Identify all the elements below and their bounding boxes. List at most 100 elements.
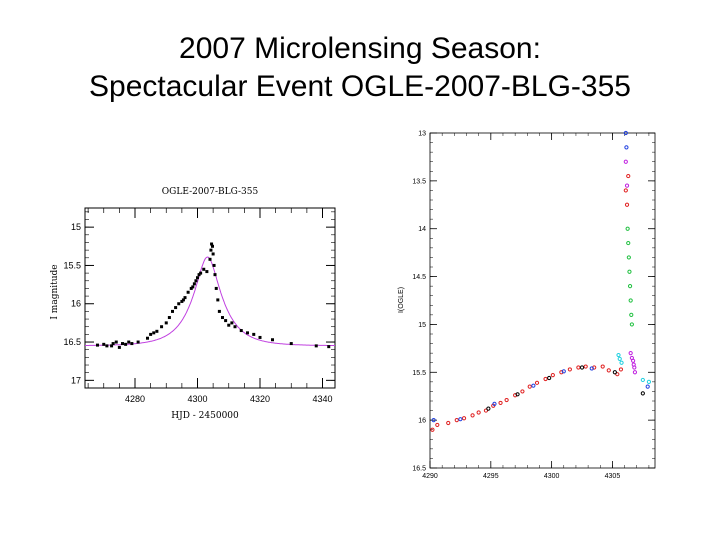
data-point bbox=[470, 413, 475, 418]
data-point bbox=[600, 364, 605, 369]
x-tick-label: 4340 bbox=[312, 394, 332, 404]
data-point bbox=[631, 358, 636, 363]
y-tick-label: 17 bbox=[71, 375, 81, 385]
data-point bbox=[626, 255, 631, 260]
data-point bbox=[625, 226, 630, 231]
series-green bbox=[625, 226, 634, 327]
data-point bbox=[431, 418, 436, 423]
series-magenta bbox=[623, 159, 638, 375]
slide-title-line-1: 2007 Microlensing Season: bbox=[179, 32, 541, 65]
data-point bbox=[624, 202, 630, 207]
data-point bbox=[430, 427, 435, 432]
data-point bbox=[124, 342, 128, 346]
y-tick-label: 15.5 bbox=[63, 260, 81, 270]
x-tick-label: 4300 bbox=[544, 473, 560, 480]
y-tick-labels: 13 13.5 14 14.5 15 15.5 16 16.5 bbox=[412, 131, 426, 473]
data-point bbox=[583, 364, 588, 369]
data-point bbox=[171, 309, 174, 313]
data-point bbox=[531, 383, 536, 388]
data-point bbox=[196, 276, 199, 280]
data-point bbox=[121, 342, 124, 346]
plot-area bbox=[84, 207, 336, 389]
plot-frame bbox=[84, 207, 336, 389]
y-tick-label: 15 bbox=[418, 322, 426, 329]
x-tick-label: 4290 bbox=[422, 473, 438, 480]
data-point bbox=[629, 322, 634, 327]
data-point bbox=[527, 384, 532, 389]
data-point bbox=[623, 188, 628, 193]
y-tick-label: 14 bbox=[418, 226, 426, 233]
data-point bbox=[216, 298, 220, 302]
data-point bbox=[211, 244, 214, 248]
x-tick-labels: 4280 4300 4320 4340 bbox=[125, 394, 333, 404]
data-point bbox=[550, 373, 555, 378]
data-point bbox=[628, 298, 633, 303]
y-tick-labels: 15 15.5 16 16.5 17 bbox=[63, 222, 81, 385]
data-point bbox=[623, 130, 628, 136]
data-point bbox=[627, 284, 633, 289]
data-point bbox=[606, 368, 611, 373]
x-tick-labels: 4290 4295 4300 4305 bbox=[422, 473, 620, 480]
x-tick-label: 4295 bbox=[483, 473, 499, 480]
data-point bbox=[632, 365, 637, 370]
data-point bbox=[212, 263, 216, 267]
series-cyan bbox=[616, 352, 652, 384]
data-point bbox=[230, 321, 234, 325]
data-point bbox=[645, 384, 650, 389]
data-point bbox=[211, 252, 215, 256]
data-point bbox=[492, 401, 497, 406]
data-point bbox=[612, 370, 617, 375]
data-point bbox=[454, 418, 459, 423]
x-tick-label: 4300 bbox=[187, 394, 207, 404]
data-point bbox=[114, 340, 118, 344]
data-point bbox=[105, 344, 109, 348]
y-tick-label: 14.5 bbox=[412, 274, 426, 281]
y-tick-label: 15.5 bbox=[412, 370, 426, 377]
data-point bbox=[632, 370, 638, 375]
data-point bbox=[186, 290, 190, 294]
data-point bbox=[579, 365, 585, 370]
plot-area bbox=[429, 130, 656, 469]
data-point bbox=[543, 376, 548, 382]
data-point bbox=[127, 340, 131, 344]
data-point bbox=[180, 299, 184, 303]
data-point bbox=[202, 267, 206, 271]
y-tick-label: 13.5 bbox=[412, 178, 426, 185]
y-axis-label: I(OGLE) bbox=[398, 287, 405, 313]
y-axis-label: I magnitude bbox=[50, 264, 60, 319]
data-point bbox=[258, 335, 262, 339]
data-point bbox=[618, 367, 624, 372]
data-point bbox=[616, 352, 621, 358]
data-point bbox=[217, 309, 221, 313]
data-point bbox=[210, 242, 214, 246]
data-point bbox=[626, 240, 631, 246]
y-tick-label: 16.5 bbox=[412, 466, 426, 473]
data-point bbox=[110, 344, 114, 348]
y-tick-label: 16 bbox=[418, 418, 426, 425]
x-tick-label: 4280 bbox=[125, 394, 145, 404]
data-point bbox=[192, 282, 196, 286]
data-point bbox=[589, 366, 594, 371]
slide-title-line-2: Spectacular Event OGLE-2007-BLG-355 bbox=[89, 70, 631, 103]
data-point bbox=[252, 332, 256, 336]
data-point bbox=[476, 410, 481, 415]
data-point bbox=[224, 319, 228, 323]
series-blue bbox=[431, 130, 650, 423]
data-point bbox=[435, 422, 440, 428]
chart-title: OGLE-2007-BLG-355 bbox=[162, 187, 259, 197]
data-point bbox=[117, 345, 121, 349]
series-red bbox=[430, 173, 631, 432]
y-tick-label: 16.5 bbox=[63, 337, 81, 347]
data-point bbox=[160, 325, 164, 329]
data-point bbox=[205, 270, 209, 274]
data-point bbox=[174, 306, 178, 310]
data-point bbox=[177, 302, 181, 306]
x-tick-label: 4305 bbox=[605, 473, 621, 480]
data-point bbox=[130, 342, 134, 346]
data-point bbox=[183, 296, 187, 300]
data-point bbox=[624, 183, 630, 188]
data-point bbox=[486, 406, 491, 411]
data-point bbox=[628, 351, 633, 356]
data-point bbox=[149, 332, 153, 336]
